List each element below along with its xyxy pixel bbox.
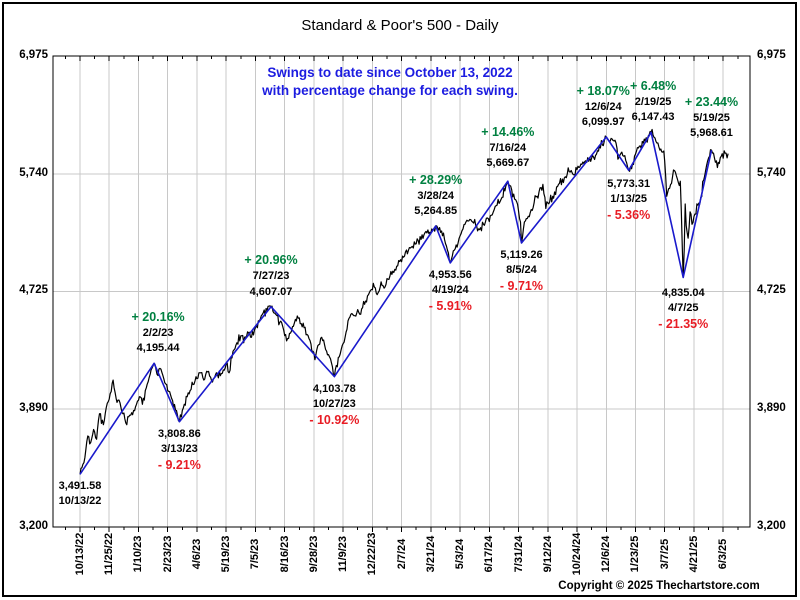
x-axis-tick-label: 12/22/23 [366,532,379,576]
swing-pct-label: + 6.48% [629,78,677,93]
x-axis-tick-label: 10/24/24 [571,532,584,576]
swing-date-label: 8/5/24 [506,263,537,276]
swing-price-label: 6,147.43 [631,111,675,124]
x-axis-tick-label: 10/13/22 [74,532,86,576]
swing-note-line1: Swings to date since October 13, 2022 [267,65,513,80]
swing-pct-label: + 20.16% [131,309,185,324]
swing-date-label: 7/27/23 [252,270,290,283]
swing-price-label: 4,953.56 [428,268,472,281]
swing-price-label: 5,119.26 [500,248,543,261]
swing-price-label: 5,669.67 [486,157,530,170]
swing-price-label: 5,968.61 [690,127,733,140]
swing-date-label: 4/7/25 [667,301,699,314]
x-axis-tick-label: 6/3/25 [717,538,730,570]
y-axis-tick-label: 3,890 [757,401,786,414]
y-axis-tick-label: 5,740 [19,166,48,179]
y-axis-tick-label: 3,200 [757,520,786,532]
swing-pct-label: - 21.35% [658,316,709,331]
swing-price-label: 6,099.97 [581,116,625,129]
swing-pct-label: + 14.46% [481,124,535,139]
swing-price-label: 4,835.04 [661,286,705,299]
y-axis-tick-label: 4,725 [19,284,48,297]
x-axis-tick-label: 1/23/25 [629,535,642,573]
swing-date-label: 3/13/23 [161,442,198,455]
swing-pct-label: + 20.96% [244,253,298,268]
x-axis-tick-label: 7/5/23 [249,538,262,570]
swing-price-label: 4,607.07 [249,285,293,298]
swing-pct-label: - 9.21% [157,457,201,472]
y-axis-tick-label: 4,725 [757,284,786,297]
swing-pct-label: - 9.71% [499,278,544,293]
x-axis-tick-label: 4/21/25 [687,535,700,573]
x-axis-tick-label: 5/19/23 [220,535,233,573]
swing-pct-label: + 28.29% [409,172,463,187]
swing-date-label: 2/2/23 [142,326,174,339]
x-axis-tick-label: 3/7/25 [658,538,671,570]
swing-date-label: 1/13/25 [610,193,648,206]
x-axis-tick-label: 5/3/24 [454,538,467,570]
chart-title: Standard & Poor's 500 - Daily [301,17,499,34]
swing-date-label: 3/28/24 [417,189,455,202]
swing-price-label: 3,808.86 [157,427,201,440]
x-axis-tick-label: 11/9/23 [337,535,350,573]
x-axis-tick-label: 11/25/22 [103,532,116,576]
x-axis-tick-label: 9/12/24 [541,535,554,573]
swing-pct-label: - 5.91% [428,298,472,313]
x-axis-tick-label: 1/10/23 [132,535,145,573]
x-axis-tick-label: 7/31/24 [512,535,525,573]
y-axis-tick-label: 6,975 [757,49,786,61]
swing-date-label: 5/19/25 [693,111,730,124]
swing-price-label: 5,264.85 [414,205,458,218]
x-axis-tick-label: 6/17/24 [483,535,496,573]
swing-date-label: 10/13/22 [58,495,102,508]
y-axis-tick-label: 6,975 [19,49,48,61]
x-axis-tick-label: 9/28/23 [307,535,320,573]
swing-pct-label: - 10.92% [309,412,360,427]
swing-pct-label: - 5.36% [607,208,651,223]
x-axis-tick-label: 2/7/24 [395,538,408,570]
swing-pct-label: + 23.44% [684,94,739,109]
swing-date-label: 10/27/23 [312,397,356,410]
swing-price-label: 5,773.31 [607,178,651,191]
swing-note: Swings to date since October 13, 2022 wi… [262,64,518,100]
x-axis-tick-label: 4/6/23 [190,538,203,570]
y-axis-tick-label: 3,890 [19,401,48,414]
swing-line [79,131,713,475]
x-axis-tick-label: 2/23/23 [161,535,174,573]
swing-date-label: 12/6/24 [584,100,622,113]
swing-pct-label: + 18.07% [576,83,630,98]
swing-note-line2: with percentage change for each swing. [262,83,518,98]
x-axis-tick-label: 12/6/24 [600,535,613,573]
swing-date-label: 2/19/25 [634,95,672,108]
swing-date-label: 4/19/24 [431,283,469,296]
swing-price-label: 4,195.44 [136,342,180,355]
y-axis-tick-label: 5,740 [757,166,786,179]
copyright-text: Copyright © 2025 Thechartstore.com [558,580,760,592]
x-axis-tick-label: 3/21/24 [424,535,437,573]
x-axis-tick-label: 8/16/23 [278,535,291,573]
swing-price-label: 3,491.58 [58,480,102,493]
price-line [79,128,729,475]
swing-price-label: 4,103.78 [312,382,356,395]
swing-date-label: 7/16/24 [489,141,527,154]
y-axis-tick-label: 3,200 [19,520,48,532]
